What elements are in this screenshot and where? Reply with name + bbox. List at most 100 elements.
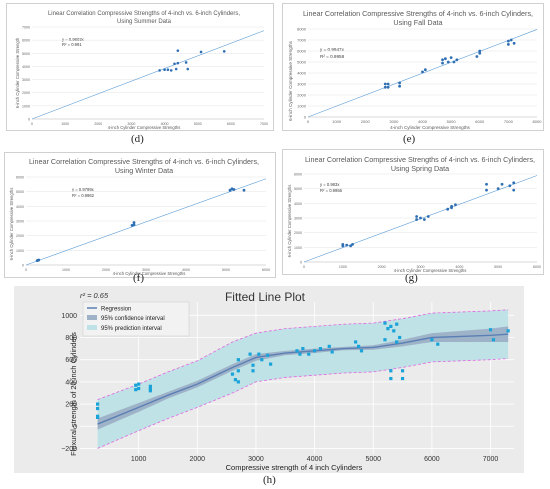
chart-g-title-2: Using Spring Data xyxy=(391,164,449,173)
chart-h-point xyxy=(318,346,323,351)
chart-e: Linear Correlation Compressive Strengths… xyxy=(282,3,544,131)
chart-d-point xyxy=(176,61,180,65)
chart-f-xtick: 1000 xyxy=(62,268,70,272)
chart-d-xtick: 5000 xyxy=(194,122,202,126)
chart-e-point xyxy=(455,58,459,62)
chart-f-ytick: 3000 xyxy=(16,220,24,224)
chart-h-point xyxy=(398,335,402,340)
chart-f-point xyxy=(37,258,41,262)
chart-h-ylabel: Flexural strength of 20 inch Cylinders xyxy=(69,332,78,456)
chart-d-xtick: 3000 xyxy=(127,122,135,126)
chart-g-ylabel: 6-inch Cylinder Compressive Strengths xyxy=(287,185,292,258)
chart-h-point xyxy=(233,378,238,382)
chart-d-point xyxy=(176,49,180,52)
chart-h-legend: Regression 95% confidence interval 95% p… xyxy=(82,301,190,337)
chart-f-ytick: 6000 xyxy=(16,176,24,180)
chart-e-xtick: 2000 xyxy=(361,119,371,124)
prediction-lower-line xyxy=(97,358,509,449)
panel-label-g: (g) xyxy=(405,272,418,284)
panel-label-e: (e) xyxy=(403,133,416,145)
chart-d-xlabel: 4-inch Cylinder Compressive Strengths xyxy=(108,125,181,130)
chart-g: Linear Correlation Compressive Strengths… xyxy=(282,149,544,275)
chart-e-ytick: 1000 xyxy=(297,104,307,109)
chart-f-title-2: Using Winter Data xyxy=(115,166,173,175)
chart-e-ytick: 7000 xyxy=(297,38,307,43)
chart-d-title-1: Linear Correlation Compressive Strengths… xyxy=(48,11,240,17)
chart-e-xtick: 8000 xyxy=(533,119,543,124)
chart-h-point xyxy=(389,369,393,373)
chart-h-point xyxy=(330,350,334,354)
chart-h-point xyxy=(327,344,331,348)
chart-g-point xyxy=(454,203,457,207)
chart-f-point xyxy=(132,223,136,227)
chart-e-point xyxy=(386,85,390,89)
chart-h-point xyxy=(295,349,299,353)
chart-e-point xyxy=(386,82,390,86)
panel-label-d: (d) xyxy=(131,133,144,145)
chart-d-xtick: 1000 xyxy=(61,122,69,126)
chart-d-ytick: 3000 xyxy=(22,78,30,82)
chart-f-r2: R² = 0.9962 xyxy=(72,193,95,198)
prediction-upper-line xyxy=(97,309,509,401)
chart-e-xtick: 4000 xyxy=(418,119,428,124)
chart-g-point xyxy=(422,218,426,221)
chart-h-point xyxy=(506,329,510,333)
chart-g-ytick: 6000 xyxy=(294,173,302,177)
chart-e-point xyxy=(509,38,513,42)
panel-label-h: (h) xyxy=(263,474,276,486)
chart-f-point xyxy=(132,221,136,224)
chart-d-xtick: 4000 xyxy=(161,122,169,126)
chart-e-point xyxy=(446,60,450,64)
chart-h-point xyxy=(359,349,364,353)
chart-e-point xyxy=(512,41,516,45)
chart-h-ytick: 1000 xyxy=(61,313,77,320)
chart-h-point xyxy=(389,376,393,381)
chart-e-xtick: 3000 xyxy=(389,119,399,124)
chart-h-point xyxy=(386,327,390,331)
chart-h-ytick: 0 xyxy=(73,424,77,431)
legend-prediction-label: 95% prediction interval xyxy=(101,326,162,332)
chart-d-ytick: 5000 xyxy=(22,52,30,56)
chart-h-xtick: 1000 xyxy=(131,456,147,463)
chart-d-xtick: 7000 xyxy=(260,122,268,126)
chart-d-xtick: 0 xyxy=(31,122,33,126)
chart-e-xtick: 1000 xyxy=(332,119,342,124)
chart-h-point xyxy=(148,386,152,391)
chart-e-ytick: 2000 xyxy=(297,93,307,98)
chart-g-ytick: 5000 xyxy=(294,187,302,191)
chart-e-point xyxy=(506,39,510,43)
chart-f-ylabel: 6-inch Cylinder Compressive Strengths xyxy=(9,188,14,261)
chart-e-xtick: 0 xyxy=(307,119,310,124)
panel-label-f: (f) xyxy=(133,272,144,284)
chart-e-frame xyxy=(282,3,544,131)
chart-d-point xyxy=(163,68,166,72)
chart-e-title-1: Linear Correlation Compressive Strengths… xyxy=(303,9,533,18)
chart-h-ytick: 600 xyxy=(65,357,77,364)
chart-d-point xyxy=(199,50,203,54)
chart-h-point xyxy=(257,352,261,356)
chart-g-xtick: 6000 xyxy=(533,265,541,269)
chart-g-point xyxy=(351,243,354,246)
chart-e-point xyxy=(398,81,401,85)
chart-h-point xyxy=(248,352,252,356)
legend-prediction-swatch xyxy=(87,325,97,330)
chart-h: Fitted Line Plot r² = 0.65 Compressive s… xyxy=(14,286,524,473)
chart-e-point xyxy=(383,82,387,86)
chart-g-xtick: 1000 xyxy=(339,265,347,269)
chart-d-point xyxy=(222,50,226,53)
legend-regression-label: Regression xyxy=(101,307,131,313)
chart-h-point xyxy=(395,322,399,326)
chart-h-point xyxy=(430,338,434,342)
chart-d-r2: R² = 0.991 xyxy=(62,42,82,47)
chart-e-point xyxy=(449,56,453,59)
chart-d-ytick: 2000 xyxy=(22,91,30,95)
chart-d-frame xyxy=(6,3,274,131)
chart-h-point xyxy=(491,338,496,342)
chart-e-ytick: 4000 xyxy=(297,71,307,76)
chart-h-point xyxy=(389,324,393,329)
chart-f-ytick: 2000 xyxy=(16,234,24,238)
chart-g-point xyxy=(345,243,349,247)
chart-g-point xyxy=(415,215,419,218)
chart-g-ytick: 4000 xyxy=(294,202,302,206)
chart-e-xlabel: 4-inch Cylinder Compressive Strengths xyxy=(390,125,470,130)
